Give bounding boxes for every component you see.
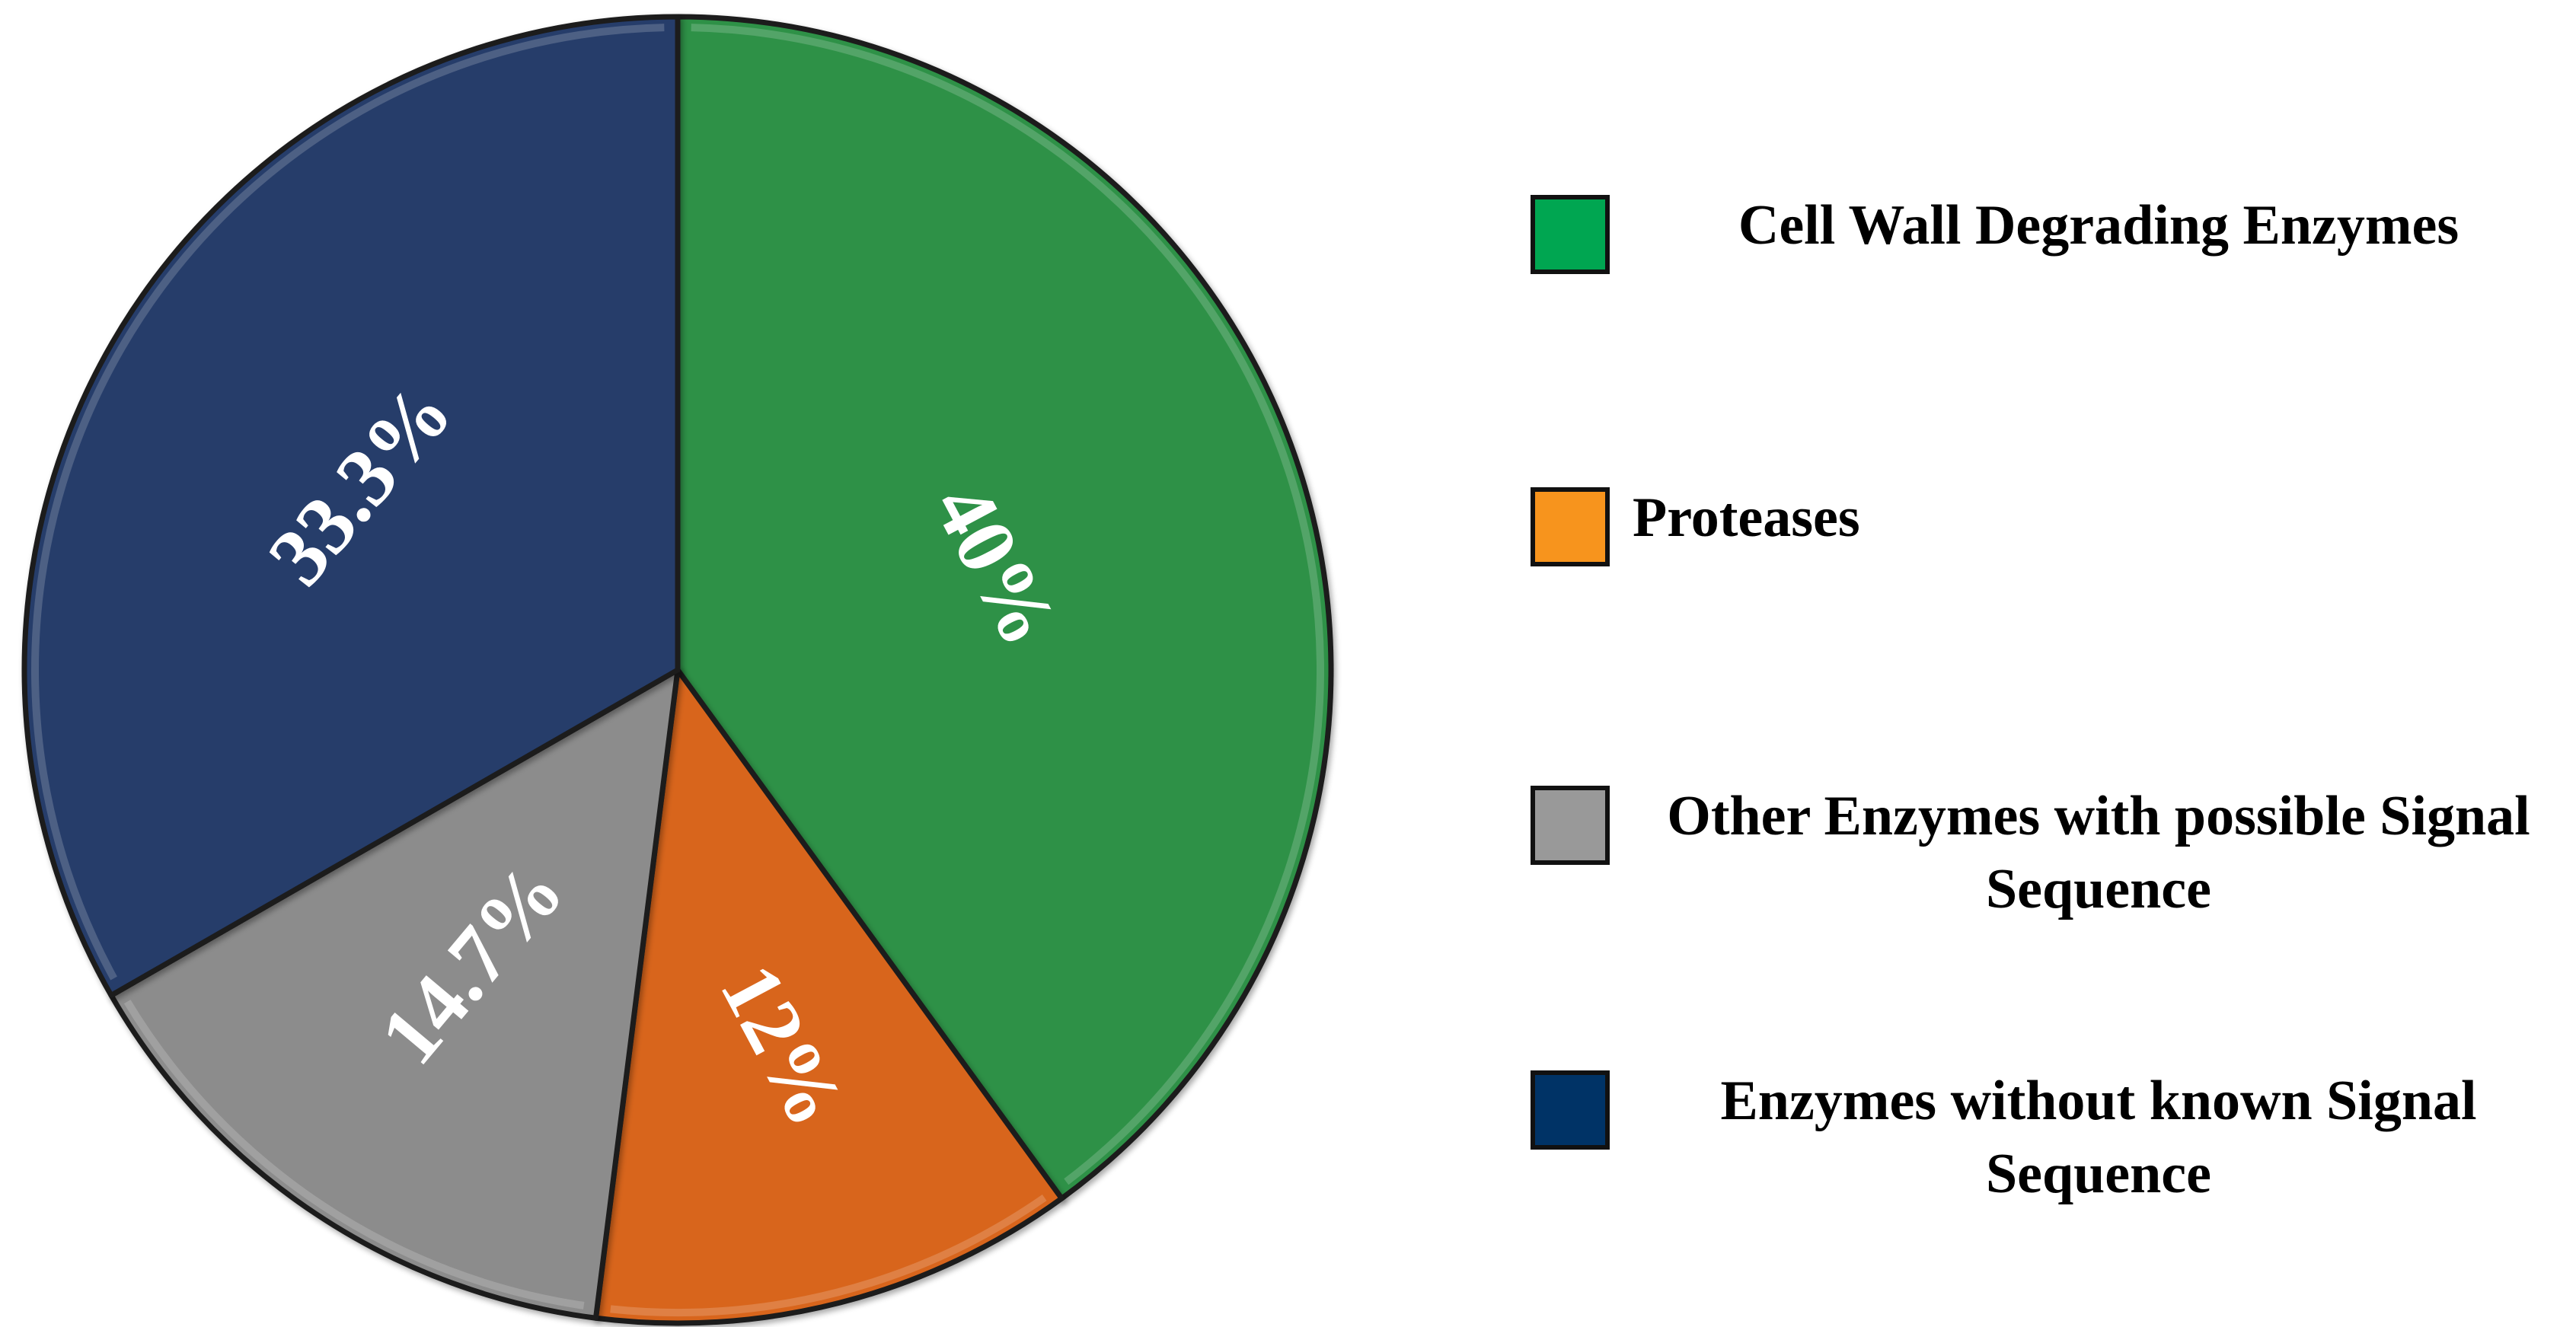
legend-swatch-cell-wall-degrading-enzymes xyxy=(1531,195,1610,274)
legend-label-other-enzymes: Other Enzymes with possible Signal Seque… xyxy=(1626,780,2571,926)
legend-label-line: Proteases xyxy=(1633,486,1860,549)
legend-label-line: Enzymes without known Signal xyxy=(1720,1070,2477,1132)
legend-label-line: Sequence xyxy=(1986,1143,2211,1205)
legend-label-line: Other Enzymes with possible Signal xyxy=(1667,785,2530,847)
pie-slice-bevel-proteases xyxy=(610,1194,1047,1316)
legend-label-line: Sequence xyxy=(1986,858,2211,920)
pie-slice-bevel-cell-wall-degrading-enzymes xyxy=(691,24,1324,1185)
legend-label-line: Cell Wall Degrading Enzymes xyxy=(1738,194,2459,257)
pie-slice-bevel-other-enzymes-with-possible-signal-sequence xyxy=(123,1000,585,1309)
pie-slices xyxy=(21,14,1334,1326)
pie-slice-cell-wall-degrading-enzymes xyxy=(675,14,1334,1201)
legend: Cell Wall Degrading Enzymes Proteases Ot… xyxy=(1531,0,2574,1327)
pie-slice-other-enzymes-with-possible-signal-sequence xyxy=(108,667,681,1321)
legend-label-cell-wall-degrading-enzymes: Cell Wall Degrading Enzymes xyxy=(1626,189,2571,262)
legend-swatch-enzymes-without-signal xyxy=(1531,1070,1610,1150)
pie-slice-bevel-enzymes-without-known-signal-sequence xyxy=(31,24,665,981)
pie-slice-enzymes-without-known-signal-sequence xyxy=(21,14,681,998)
legend-swatch-proteases xyxy=(1531,487,1610,566)
legend-label-enzymes-without-signal: Enzymes without known Signal Sequence xyxy=(1626,1064,2571,1211)
legend-swatch-other-enzymes xyxy=(1531,786,1610,865)
pie-slice-proteases xyxy=(592,667,1065,1326)
legend-label-proteases: Proteases xyxy=(1626,481,2576,554)
